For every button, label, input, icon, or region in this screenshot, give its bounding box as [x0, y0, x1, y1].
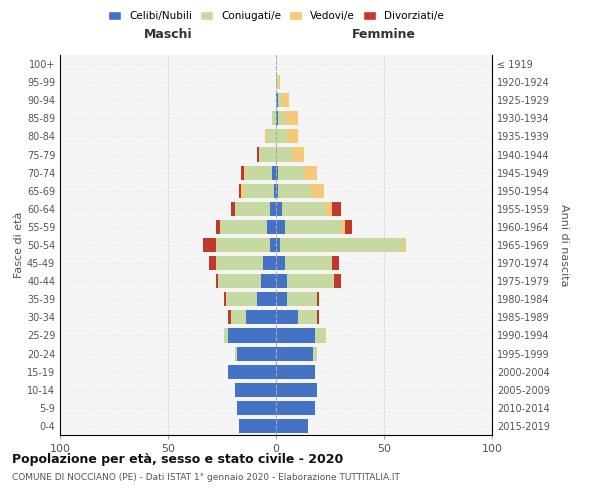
Bar [276, 202, 283, 216]
Bar [298, 310, 317, 324]
Bar [276, 401, 315, 415]
Bar [283, 202, 326, 216]
Bar [293, 148, 304, 162]
Bar [283, 93, 289, 108]
Bar [224, 328, 229, 342]
Bar [284, 220, 341, 234]
Bar [276, 328, 315, 342]
Bar [287, 130, 298, 143]
Bar [278, 166, 304, 179]
Bar [332, 256, 338, 270]
Legend: Celibi/Nubili, Coniugati/e, Vedovi/e, Divorziati/e: Celibi/Nubili, Coniugati/e, Vedovi/e, Di… [105, 8, 447, 24]
Bar [278, 93, 283, 108]
Bar [229, 328, 276, 342]
Bar [229, 310, 230, 324]
Bar [230, 202, 235, 216]
Bar [265, 130, 268, 143]
Bar [276, 112, 278, 126]
Bar [276, 148, 293, 162]
Bar [287, 274, 334, 288]
Bar [278, 75, 280, 89]
Bar [276, 382, 317, 397]
Bar [268, 220, 276, 234]
Y-axis label: Anni di nascita: Anni di nascita [559, 204, 569, 286]
Bar [276, 364, 315, 378]
Bar [230, 310, 246, 324]
Bar [215, 238, 269, 252]
Bar [263, 256, 276, 270]
Bar [215, 274, 218, 288]
Bar [268, 130, 276, 143]
Bar [224, 292, 226, 306]
Bar [280, 238, 403, 252]
Bar [334, 274, 341, 288]
Bar [257, 292, 276, 306]
Bar [215, 256, 263, 270]
Bar [313, 346, 317, 360]
Bar [218, 274, 261, 288]
Bar [257, 148, 259, 162]
Bar [341, 220, 345, 234]
Bar [345, 220, 352, 234]
Bar [246, 166, 272, 179]
Bar [246, 310, 276, 324]
Bar [235, 202, 269, 216]
Text: Popolazione per età, sesso e stato civile - 2020: Popolazione per età, sesso e stato civil… [12, 452, 343, 466]
Bar [276, 292, 287, 306]
Bar [259, 148, 276, 162]
Bar [229, 364, 276, 378]
Bar [235, 382, 276, 397]
Text: Femmine: Femmine [352, 28, 416, 40]
Bar [276, 130, 287, 143]
Bar [332, 202, 341, 216]
Bar [276, 419, 308, 433]
Bar [226, 292, 257, 306]
Bar [244, 184, 274, 198]
Bar [317, 292, 319, 306]
Bar [311, 184, 323, 198]
Bar [276, 75, 278, 89]
Bar [287, 292, 317, 306]
Bar [276, 346, 313, 360]
Bar [284, 256, 332, 270]
Bar [237, 346, 276, 360]
Bar [304, 166, 317, 179]
Bar [315, 328, 326, 342]
Bar [276, 256, 284, 270]
Bar [284, 112, 298, 126]
Bar [269, 238, 276, 252]
Bar [276, 184, 278, 198]
Bar [278, 184, 311, 198]
Bar [209, 256, 215, 270]
Bar [276, 310, 298, 324]
Bar [215, 220, 220, 234]
Bar [235, 346, 237, 360]
Bar [276, 220, 284, 234]
Bar [244, 166, 246, 179]
Bar [276, 274, 287, 288]
Bar [203, 238, 215, 252]
Bar [317, 310, 319, 324]
Bar [403, 238, 406, 252]
Bar [276, 238, 280, 252]
Bar [239, 419, 276, 433]
Text: Maschi: Maschi [143, 28, 193, 40]
Y-axis label: Fasce di età: Fasce di età [14, 212, 24, 278]
Text: COMUNE DI NOCCIANO (PE) - Dati ISTAT 1° gennaio 2020 - Elaborazione TUTTITALIA.I: COMUNE DI NOCCIANO (PE) - Dati ISTAT 1° … [12, 472, 400, 482]
Bar [261, 274, 276, 288]
Bar [272, 166, 276, 179]
Bar [220, 220, 268, 234]
Bar [269, 202, 276, 216]
Bar [278, 112, 284, 126]
Bar [276, 166, 278, 179]
Bar [239, 184, 241, 198]
Bar [237, 401, 276, 415]
Bar [276, 93, 278, 108]
Bar [326, 202, 332, 216]
Bar [241, 184, 244, 198]
Bar [274, 184, 276, 198]
Bar [241, 166, 244, 179]
Bar [272, 112, 276, 126]
